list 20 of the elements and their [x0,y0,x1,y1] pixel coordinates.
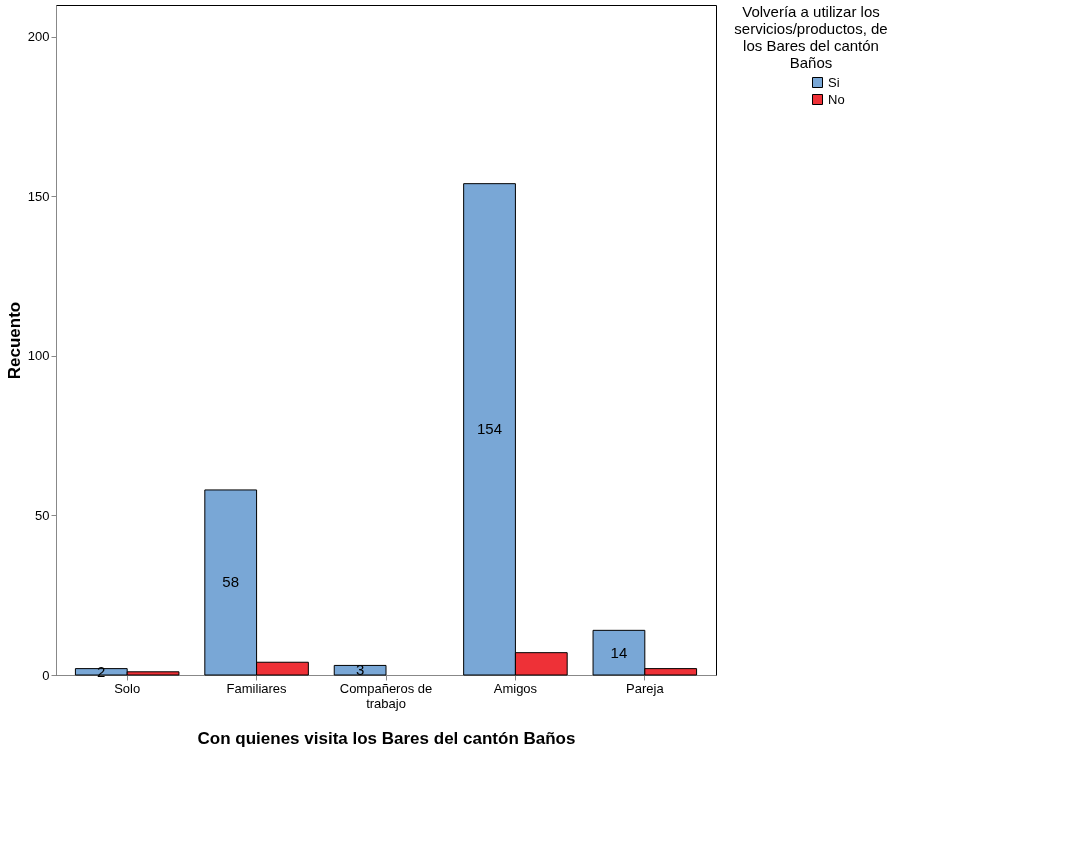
x-tick-label: Amigos [493,680,538,696]
x-tick-label: Pareja [626,680,665,696]
x-tick-label: Compañeros de trabajo [339,680,433,711]
y-tick-label: 50 [35,507,50,523]
y-tick-label: 200 [27,29,50,45]
data-label: 14 [610,643,628,661]
legend-label: Si [828,74,840,90]
bar [333,664,387,676]
data-label: 154 [477,420,503,438]
x-tick-label: Solo [114,680,141,696]
legend-label: No [828,91,845,107]
data-label: 3 [355,661,365,679]
y-tick-label: 150 [27,188,50,204]
y-tick-label: 0 [42,667,50,683]
data-label: 58 [222,573,240,591]
y-tick-label: 100 [27,348,50,364]
legend-title: Volvería a utilizar los servicios/productos, de los Bares del cantón Baños [734,3,888,71]
x-axis-title: Con quienes visita los Bares del cantón Baños [197,728,576,748]
y-axis-title: Recuento [4,301,24,380]
x-tick-label: Familiares [226,680,288,696]
